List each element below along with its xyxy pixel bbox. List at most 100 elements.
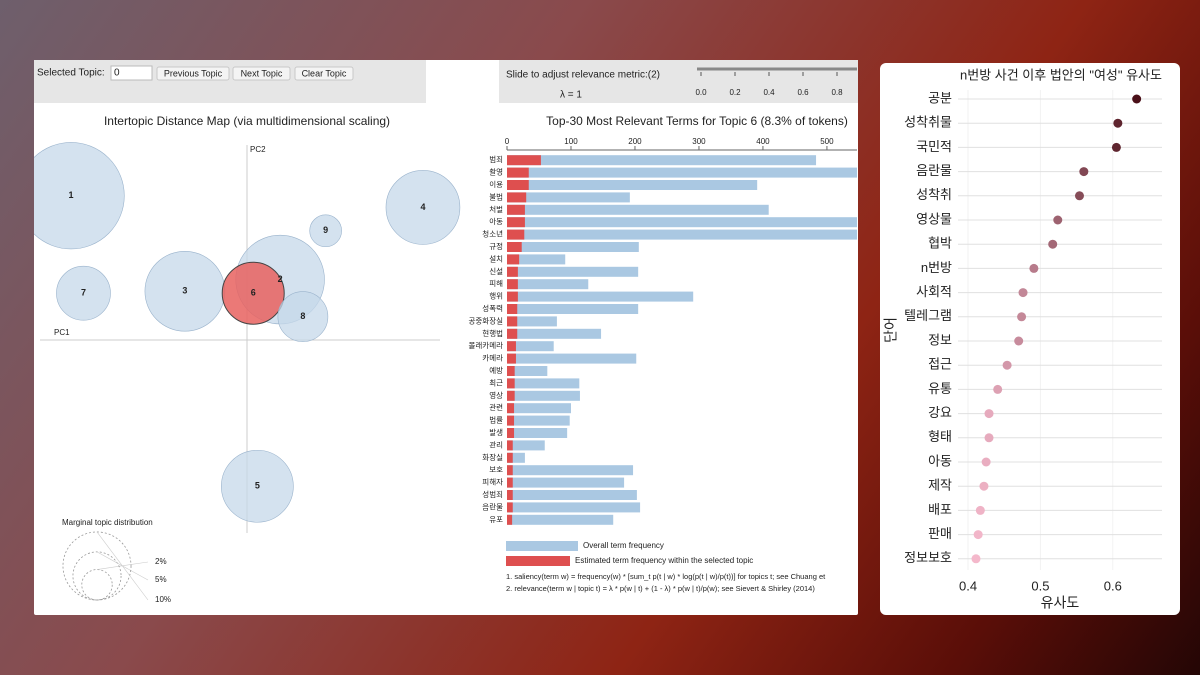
term-bar[interactable] [507,514,614,525]
term-bar[interactable] [507,192,527,203]
topic-label[interactable]: 2 [278,274,283,284]
term-bar[interactable] [507,341,516,352]
term-bar[interactable] [507,428,515,438]
term-bar[interactable] [507,390,515,401]
term-label[interactable]: 음란물 [482,501,503,511]
term-bar[interactable] [507,180,529,190]
term-bar[interactable] [507,229,904,240]
topic-button-label[interactable]: Next Topic [241,68,283,78]
term-bar[interactable] [507,254,566,265]
term-label[interactable]: 예방 [489,365,503,375]
term-bar[interactable] [507,167,891,178]
term-label[interactable]: 영상 [489,390,503,400]
term-bar[interactable] [507,291,518,302]
term-label[interactable]: 청소년 [482,229,503,239]
term-bar[interactable] [507,217,525,228]
term-label[interactable]: 행위 [489,291,503,301]
term-bar[interactable] [507,155,541,166]
term-bar[interactable] [507,415,570,426]
topic-label[interactable]: 5 [255,481,260,491]
topic-label[interactable]: 8 [300,311,305,321]
term-bar[interactable] [507,452,525,463]
term-label[interactable]: 피해자 [482,477,503,487]
term-label[interactable]: 촬영 [489,167,503,177]
topic-label[interactable]: 4 [420,202,425,212]
term-label[interactable]: 성폭력 [482,304,503,313]
term-bar[interactable] [507,390,580,401]
term-label[interactable]: 불법 [489,191,503,201]
term-bar[interactable] [507,279,518,290]
term-bar[interactable] [507,242,522,252]
topic-button-label[interactable]: Clear Topic [302,68,347,78]
term-label[interactable]: 피해 [489,278,503,288]
term-bar[interactable] [507,502,641,513]
term-bar[interactable] [507,366,548,376]
topic-label[interactable]: 6 [251,288,256,298]
term-bar[interactable] [507,204,769,215]
term-bar[interactable] [507,279,589,290]
topic-input-value[interactable]: 0 [114,68,120,79]
term-label[interactable]: 처벌 [489,204,503,214]
term-bar[interactable] [507,477,513,488]
term-label[interactable]: 관련 [489,402,503,412]
term-bar[interactable] [507,353,637,364]
term-label[interactable]: 규정 [489,241,503,251]
term-bar[interactable] [507,217,865,228]
topic-bubble[interactable] [18,142,125,250]
term-bar[interactable] [507,304,518,314]
term-label[interactable]: 화장실 [482,452,503,462]
topic-bubble[interactable] [309,214,342,248]
term-bar[interactable] [507,254,520,265]
term-bar[interactable] [507,328,518,339]
term-bar[interactable] [507,477,625,488]
term-bar[interactable] [507,242,639,252]
term-bar[interactable] [507,167,529,178]
term-bar[interactable] [507,415,515,426]
term-bar[interactable] [507,266,518,277]
topic-label[interactable]: 7 [81,288,86,298]
term-bar[interactable] [507,440,545,451]
term-bar[interactable] [507,353,516,364]
term-bar[interactable] [507,502,513,513]
term-bar[interactable] [507,465,513,476]
term-bar[interactable] [507,316,557,327]
term-bar[interactable] [507,155,817,166]
term-bar[interactable] [507,328,602,339]
topic-bubble[interactable] [277,291,329,342]
term-bar[interactable] [507,204,525,215]
topic-bubble[interactable] [221,261,285,325]
term-bar[interactable] [507,378,515,389]
topic-button[interactable] [294,66,354,81]
term-bar[interactable] [507,316,518,327]
term-label[interactable]: 카메라 [482,354,503,363]
term-bar[interactable] [507,180,758,190]
topic-label[interactable]: 3 [182,286,187,296]
term-bar[interactable] [507,341,554,352]
term-bar[interactable] [507,490,513,500]
term-bar[interactable] [507,428,568,438]
term-label[interactable]: 유포 [489,515,503,524]
term-bar[interactable] [507,378,580,389]
term-bar[interactable] [507,465,634,476]
term-label[interactable]: 성범죄 [482,489,503,499]
term-label[interactable]: 몰래카메라 [469,341,504,350]
term-label[interactable]: 이용 [489,179,503,189]
term-label[interactable]: 아동 [489,216,503,226]
topic-bubble[interactable] [385,170,461,245]
term-label[interactable]: 보호 [489,465,503,474]
term-label[interactable]: 설치 [489,254,503,263]
term-label[interactable]: 신설 [489,267,503,276]
term-bar[interactable] [507,266,639,277]
term-label[interactable]: 최근 [489,377,503,387]
topic-label[interactable]: 1 [69,190,74,200]
term-bar[interactable] [507,452,513,463]
term-label[interactable]: 범죄 [489,154,503,164]
term-bar[interactable] [507,192,630,203]
term-label[interactable]: 공중화장실 [469,315,504,325]
term-bar[interactable] [507,291,694,302]
term-bar[interactable] [507,403,515,414]
topic-button-label[interactable]: Previous Topic [164,68,223,78]
topic-bubble[interactable] [56,265,111,321]
term-label[interactable]: 법률 [489,415,503,425]
topic-button[interactable] [232,66,291,81]
